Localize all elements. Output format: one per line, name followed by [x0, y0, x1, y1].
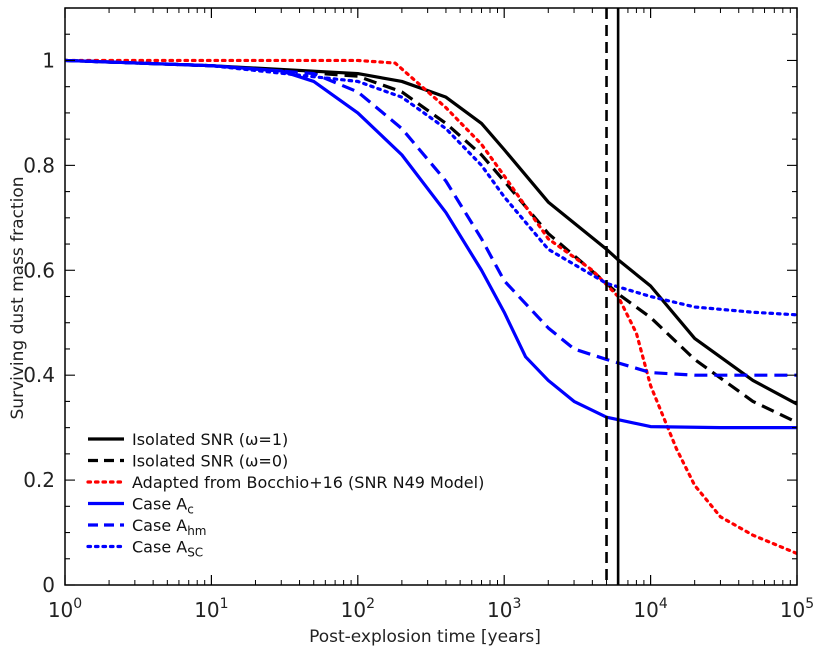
y-tick-labels: 0 0.2 0.4 0.6 0.8 1 — [23, 48, 55, 597]
x-axis-title: Post-explosion time [years] — [309, 627, 541, 647]
y-axis-title: Surviving dust mass fraction — [8, 177, 28, 420]
series-line-2 — [65, 58, 797, 424]
legend-label-2: Isolated SNR (ω=0) — [132, 452, 288, 471]
y-tick-label: 0.4 — [23, 363, 55, 387]
plot-lines — [65, 8, 797, 585]
x-tick-label: 105 — [780, 596, 814, 622]
legend-label-1: Isolated SNR (ω=1) — [132, 430, 288, 449]
x-tick-label: 103 — [487, 596, 521, 622]
x-tick-label: 101 — [194, 596, 228, 622]
legend-label-4: Case Ac — [132, 495, 194, 517]
y-tick-label: 0.6 — [23, 258, 55, 282]
series-line-5 — [65, 58, 797, 377]
series-line-6 — [65, 58, 797, 317]
y-tick-label: 0 — [42, 573, 55, 597]
x-tick-label: 104 — [633, 596, 667, 622]
y-tick-label: 0.8 — [23, 153, 55, 177]
legend-label-3: Adapted from Bocchio+16 (SNR N49 Model) — [132, 473, 484, 492]
legend-label-5: Case Ahm — [132, 516, 206, 538]
legend: Isolated SNR (ω=1) Isolated SNR (ω=0) Adap… — [86, 430, 484, 560]
x-tick-label: 102 — [341, 596, 375, 622]
series-group — [65, 8, 797, 585]
y-tick-label: 1 — [42, 48, 55, 72]
legend-label-6: Case ASC — [132, 538, 203, 560]
series-line-3 — [65, 58, 797, 556]
x-tick-label: 100 — [48, 596, 82, 622]
y-tick-label: 0.2 — [23, 468, 55, 492]
x-tick-labels: 100 101 102 103 104 105 — [48, 596, 814, 622]
axis-ticks — [64, 7, 798, 586]
series-line-1 — [65, 58, 797, 406]
series-line-4 — [65, 58, 797, 430]
